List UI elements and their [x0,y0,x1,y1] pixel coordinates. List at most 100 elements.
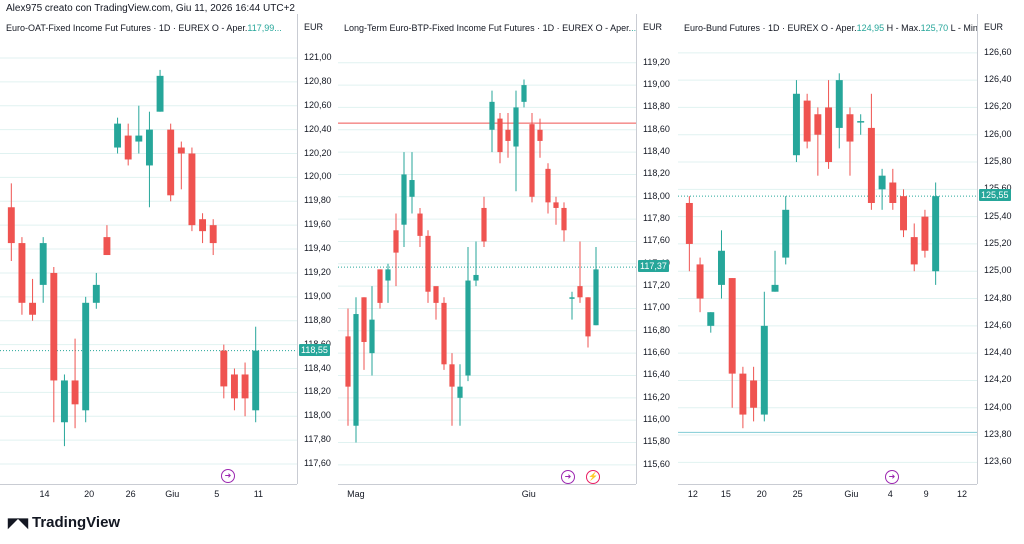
candle[interactable] [685,196,693,272]
candle[interactable] [7,183,15,261]
candle[interactable] [417,207,423,248]
candle[interactable] [449,353,455,426]
candle[interactable] [707,312,715,333]
candle[interactable] [209,219,217,256]
candle[interactable] [835,73,843,149]
candle[interactable] [369,286,375,376]
candle[interactable] [241,362,249,417]
candlestick-plot[interactable]: Euro-OAT-Fixed Income Fut Futures · 1D ·… [0,14,297,484]
candle[interactable] [505,113,511,158]
candle[interactable] [473,241,479,287]
chart-panel-bund[interactable]: Euro-Bund Futures · 1D · EUREX O - Aper.… [678,14,1024,502]
lightning-icon[interactable]: ⚡ [586,470,600,484]
currency-label[interactable]: EUR [984,22,1004,32]
candle[interactable] [230,368,238,411]
candle[interactable] [910,223,918,272]
tradingview-logo[interactable]: ◤◥ TradingView [8,514,120,531]
candle[interactable] [377,269,383,309]
candle[interactable] [433,286,439,320]
candle[interactable] [156,69,164,112]
candle[interactable] [561,202,567,242]
candle[interactable] [18,237,26,315]
candle[interactable] [188,147,196,232]
candle[interactable] [792,80,800,163]
candle[interactable] [71,338,79,429]
candle[interactable] [696,257,704,313]
candle[interactable] [29,278,37,321]
candle[interactable] [82,296,90,423]
candle[interactable] [760,291,768,422]
candle[interactable] [103,225,111,256]
candle[interactable] [497,113,503,164]
candle[interactable] [145,111,153,208]
candle[interactable] [569,291,575,320]
candle[interactable] [481,196,487,248]
candle[interactable] [889,168,897,210]
candle[interactable] [60,374,68,447]
candle[interactable] [932,182,940,285]
candle[interactable] [457,364,463,426]
event-icon[interactable]: ➜ [561,470,575,484]
candle[interactable] [252,326,260,423]
candle[interactable] [393,213,399,287]
candle[interactable] [489,90,495,153]
candle[interactable] [577,241,583,303]
candle[interactable] [199,213,207,244]
candle[interactable] [782,196,790,265]
candlestick-plot[interactable]: Euro-Bund Futures · 1D · EUREX O - Aper.… [678,14,977,484]
candle[interactable] [585,297,591,348]
price-axis[interactable]: EUR 119,20 119,00 118,80 118,60 118,40 118,20… [636,14,679,484]
chart-panel-oat[interactable]: Euro-OAT-Fixed Income Fut Futures · 1D ·… [0,14,338,502]
candle[interactable] [867,93,875,210]
candle[interactable] [750,366,758,422]
candle[interactable] [92,272,100,309]
candle[interactable] [593,247,599,326]
candle[interactable] [846,107,854,176]
time-axis[interactable]: Mag Giu [338,484,636,503]
candle[interactable] [135,105,143,154]
candle[interactable] [441,297,447,370]
symbol-legend[interactable]: Long-Term Euro-BTP-Fixed Income Fut Futu… [344,23,636,33]
candle[interactable] [401,152,407,248]
candle[interactable] [545,163,551,214]
candle[interactable] [177,141,185,190]
event-icon[interactable]: ➜ [885,470,899,484]
candle[interactable] [553,196,559,225]
candle[interactable] [361,297,367,370]
candle[interactable] [814,107,822,176]
candle[interactable] [353,297,359,443]
candle[interactable] [771,250,779,292]
candle[interactable] [124,123,132,166]
candle[interactable] [465,247,471,382]
candle[interactable] [513,90,519,192]
candle[interactable] [900,189,908,238]
candle[interactable] [167,123,175,202]
candle[interactable] [728,278,736,408]
currency-label[interactable]: EUR [304,22,324,32]
candle[interactable] [803,93,811,149]
candle[interactable] [220,344,228,399]
price-axis[interactable]: EUR 121,00 120,80 120,60 120,40 120,20 120,00… [297,14,339,484]
candle[interactable] [878,168,886,210]
candle[interactable] [825,80,833,169]
symbol-legend[interactable]: Euro-Bund Futures · 1D · EUREX O - Aper.… [684,23,977,33]
candle[interactable] [521,79,527,108]
time-axis[interactable]: 14 20 26 Giu 5 11 [0,484,297,503]
candle[interactable] [739,366,747,429]
symbol-legend[interactable]: Euro-OAT-Fixed Income Fut Futures · 1D ·… [6,23,282,33]
candle[interactable] [425,230,431,303]
chart-panel-btp[interactable]: Long-Term Euro-BTP-Fixed Income Fut Futu… [338,14,678,502]
time-axis[interactable]: 12 15 20 25 Giu 4 9 12 [678,484,977,503]
candle[interactable] [409,152,415,214]
candlestick-plot[interactable]: Long-Term Euro-BTP-Fixed Income Fut Futu… [338,14,636,484]
price-axis[interactable]: EUR 126,60 126,40 126,20 126,00 125,80 125,60… [977,14,1024,484]
candle[interactable] [385,263,391,303]
currency-label[interactable]: EUR [643,22,663,32]
candle[interactable] [717,230,725,299]
candle[interactable] [345,308,351,426]
candle[interactable] [114,117,122,154]
candle[interactable] [50,266,58,423]
candle[interactable] [529,113,535,203]
event-icon[interactable]: ➜ [221,469,235,483]
candle[interactable] [39,237,47,303]
